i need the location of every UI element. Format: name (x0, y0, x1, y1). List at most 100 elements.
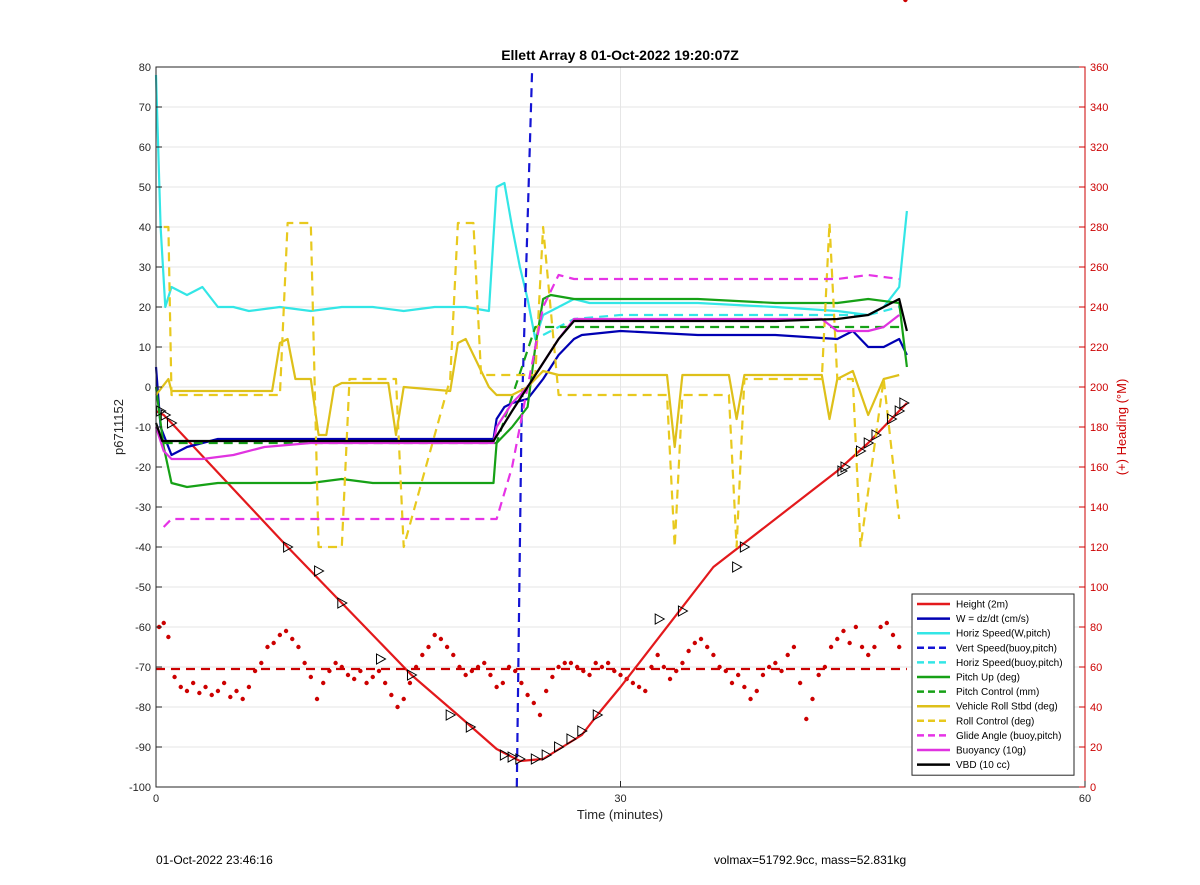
y-tick-label: -90 (135, 742, 151, 754)
y2-tick-label: 220 (1090, 342, 1108, 354)
heading-point (550, 674, 555, 680)
legend-label: Pitch Up (deg) (956, 673, 1020, 684)
series-line (154, 293, 908, 489)
heading-point (618, 672, 623, 678)
height-marker (314, 565, 325, 577)
height-marker (541, 749, 553, 761)
heading-point (735, 672, 741, 678)
heading-point (897, 644, 902, 650)
y2-tick-label: 360 (1090, 62, 1108, 74)
y2-tick-label: 140 (1090, 502, 1108, 514)
chart-title: Ellett Array 8 01-Oct-2022 19:20:07Z (501, 47, 739, 63)
heading-point (240, 696, 245, 702)
y2-tick-label: 0 (1090, 782, 1096, 794)
height-marker (499, 749, 511, 761)
y-tick-label: 60 (139, 142, 151, 154)
legend-label: Vehicle Roll Stbd (deg) (956, 702, 1058, 713)
y2-tick-label: 280 (1090, 222, 1108, 234)
height-marker (166, 417, 178, 429)
height-marker (530, 753, 542, 765)
heading-point (568, 660, 574, 666)
heading-point (308, 674, 314, 680)
y2-tick-label: 180 (1090, 422, 1108, 434)
heading-point (444, 644, 450, 650)
heading-point (221, 680, 227, 686)
axes: 0 30 60-100-90-80-70-60-50-40-30-20-100102… (129, 62, 1108, 805)
heading-point (884, 620, 890, 626)
heading-point (816, 672, 821, 678)
y-tick-label: -40 (135, 542, 151, 554)
heading-point (271, 640, 276, 646)
legend-label: Buoyancy (10g) (956, 746, 1026, 757)
y-tick-label: 50 (139, 182, 151, 194)
heading-point (698, 636, 704, 642)
legend-label: Glide Angle (buoy,pitch) (956, 731, 1061, 742)
series-line (154, 314, 900, 461)
legend-label: W = dz/dt (cm/s) (956, 614, 1029, 625)
x-tick-label: 60 (1079, 793, 1091, 805)
heading-point (859, 644, 865, 650)
y-tick-label: 80 (139, 62, 151, 74)
height-marker (577, 725, 588, 737)
y2-tick-label: 60 (1090, 662, 1102, 674)
legend-label: Horiz Speed(W,pitch) (956, 629, 1050, 640)
heading-point (438, 636, 444, 642)
heading-point (562, 660, 567, 666)
heading-point (178, 684, 183, 690)
height-marker (732, 561, 743, 573)
legend-label: Pitch Control (mm) (956, 687, 1039, 698)
height-marker (554, 741, 565, 753)
height-marker (886, 413, 898, 425)
height-marker (283, 541, 294, 553)
y-tick-label: -70 (135, 662, 151, 674)
y-tick-label: 30 (139, 262, 151, 274)
heading-point (364, 680, 369, 686)
heading-point (686, 648, 691, 654)
heading-point (333, 660, 338, 666)
series-line (154, 297, 908, 443)
height-marker (515, 753, 526, 765)
heading-point (500, 680, 506, 686)
x-tick-label: 30 (614, 793, 626, 805)
heading-point (395, 704, 400, 710)
heading-point (407, 680, 413, 686)
heading-point (878, 624, 883, 630)
heading-point (482, 660, 487, 666)
height-marker (855, 445, 867, 457)
heading-point (748, 696, 753, 702)
heading-point (797, 680, 803, 686)
heading-point (680, 660, 685, 666)
heading-point (779, 668, 784, 674)
y-tick-label: -80 (135, 702, 151, 714)
series-line (515, 66, 534, 788)
heading-point (556, 664, 561, 670)
heading-point (643, 688, 648, 694)
height-marker (837, 465, 848, 477)
heading-point (630, 680, 636, 686)
height-marker (739, 541, 751, 553)
heading-point (161, 620, 166, 626)
height-marker (592, 709, 604, 721)
height-marker (376, 653, 387, 665)
footer-volmax-mass: volmax=51792.9cc, mass=52.831kg (714, 853, 907, 867)
heading-point (655, 652, 660, 658)
heading-point (791, 644, 797, 650)
heading-point (494, 684, 499, 690)
heading-point (290, 636, 295, 642)
heading-point (426, 644, 431, 650)
y-axis-label: p6711152 (111, 399, 126, 455)
heading-point (742, 684, 747, 690)
y-tick-label: 70 (139, 102, 151, 114)
heading-point (853, 624, 859, 630)
height-marker (406, 669, 418, 681)
heading-point (543, 688, 549, 694)
height-marker (160, 409, 172, 421)
height-marker (899, 397, 910, 409)
heading-point (711, 652, 716, 658)
heading-point (531, 700, 536, 706)
heading-point (463, 672, 468, 678)
series-line (162, 273, 900, 528)
heading-point (432, 632, 437, 638)
heading-point (835, 636, 840, 642)
height-marker (871, 429, 883, 441)
